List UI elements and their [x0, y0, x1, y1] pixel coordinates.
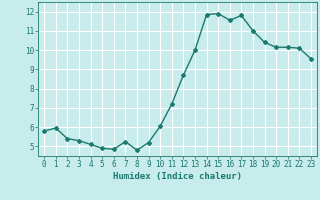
- X-axis label: Humidex (Indice chaleur): Humidex (Indice chaleur): [113, 172, 242, 181]
